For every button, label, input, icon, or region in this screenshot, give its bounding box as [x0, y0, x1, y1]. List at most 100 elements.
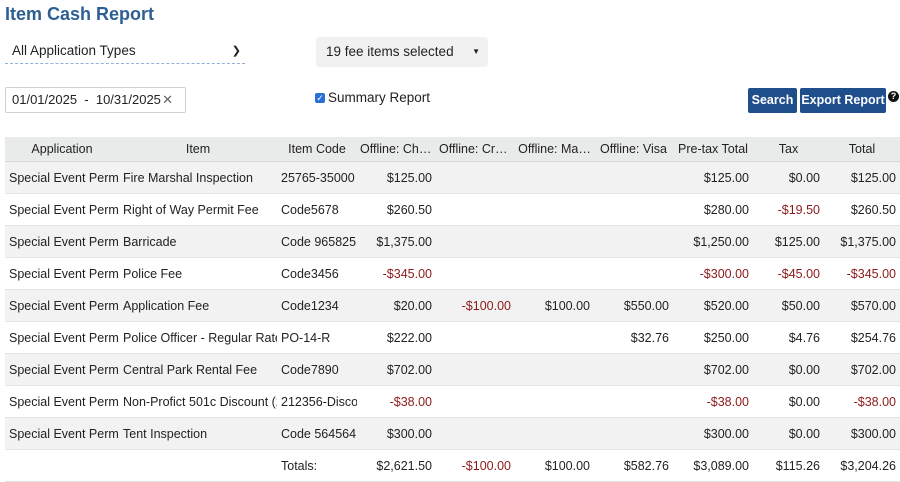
column-header[interactable]: Item Code [277, 137, 357, 162]
table-cell: $300.00 [824, 417, 900, 450]
table-body: Special Event Permit Fire Marshal Inspect… [5, 161, 900, 482]
table-row: Special Event Permit Central Park Rental … [5, 353, 900, 386]
table-cell: $20.00 [357, 289, 436, 322]
table-row: Special Event Permit Police Officer - Reg… [5, 321, 900, 354]
table-cell: $1,375.00 [824, 225, 900, 258]
date-range-input[interactable]: 01/01/2025 - 10/31/2025 ✕ [5, 87, 186, 113]
table-cell: $550.00 [594, 289, 673, 322]
totals-cell: $3,204.26 [824, 449, 900, 482]
table-cell: $0.00 [753, 161, 824, 194]
table-cell [436, 417, 515, 450]
table-cell [515, 257, 594, 290]
totals-cell: $100.00 [515, 449, 594, 482]
table-cell: $254.76 [824, 321, 900, 354]
table-cell: Police Officer - Regular Rate [119, 321, 277, 354]
table-cell: Code5678 [277, 193, 357, 226]
table-cell [436, 385, 515, 418]
totals-cell [119, 449, 277, 482]
table-header-row: Application Item Item Code Offline: Che…… [5, 137, 900, 162]
table-cell: -$38.00 [824, 385, 900, 418]
column-header[interactable]: Item [119, 137, 277, 162]
table-cell: Code 564564 [277, 417, 357, 450]
table-cell: $125.00 [357, 161, 436, 194]
table-cell: Special Event Permit [5, 257, 119, 290]
totals-cell [5, 449, 119, 482]
table-cell: $520.00 [673, 289, 753, 322]
totals-cell: $115.26 [753, 449, 824, 482]
table-cell: Special Event Permit [5, 385, 119, 418]
table-cell [436, 353, 515, 386]
table-cell: $702.00 [673, 353, 753, 386]
table-cell [594, 257, 673, 290]
table-cell: Special Event Permit [5, 321, 119, 354]
table-cell [515, 225, 594, 258]
chevron-down-icon: ❯ [231, 45, 241, 57]
table-cell: $0.00 [753, 353, 824, 386]
table-cell: -$19.50 [753, 193, 824, 226]
column-header[interactable]: Offline: Che… [357, 137, 436, 162]
totals-cell: $582.76 [594, 449, 673, 482]
table-cell [594, 161, 673, 194]
column-header[interactable]: Total [824, 137, 900, 162]
totals-cell: $2,621.50 [357, 449, 436, 482]
column-header[interactable]: Application [5, 137, 119, 162]
table-cell: $300.00 [673, 417, 753, 450]
table-cell: Tent Inspection [119, 417, 277, 450]
table-cell [436, 193, 515, 226]
application-type-value: All Application Types [12, 43, 136, 58]
column-header[interactable]: Tax [753, 137, 824, 162]
table-cell: $260.50 [357, 193, 436, 226]
column-header[interactable]: Pre-tax Total [673, 137, 753, 162]
table-cell [436, 161, 515, 194]
search-button[interactable]: Search [748, 88, 797, 113]
fee-items-select[interactable]: 19 fee items selected ▼ [316, 37, 488, 67]
table-row: Special Event Permit Police Fee Code3456 -$… [5, 257, 900, 290]
table-cell: Fire Marshal Inspection [119, 161, 277, 194]
table-cell: Special Event Permit [5, 225, 119, 258]
table-cell: $1,250.00 [673, 225, 753, 258]
caret-down-icon: ▼ [472, 47, 480, 56]
clear-icon[interactable]: ✕ [162, 92, 173, 107]
table-row: Special Event Permit Right of Way Permit … [5, 193, 900, 226]
table-cell: -$345.00 [357, 257, 436, 290]
table-cell: Code7890 [277, 353, 357, 386]
table-cell [515, 161, 594, 194]
table-cell: Special Event Permit [5, 161, 119, 194]
item-cash-table: Application Item Item Code Offline: Che…… [5, 137, 900, 482]
table-cell: Central Park Rental Fee [119, 353, 277, 386]
checkbox-checked-icon[interactable]: ✓ [315, 93, 325, 103]
column-header[interactable]: Offline: Cre… [436, 137, 515, 162]
table-cell: Police Fee [119, 257, 277, 290]
application-type-select[interactable]: All Application Types ❯ [5, 38, 245, 64]
date-range-value: 01/01/2025 - 10/31/2025 [12, 92, 161, 107]
summary-report-checkbox[interactable]: ✓ Summary Report [315, 90, 430, 105]
table-cell: $280.00 [673, 193, 753, 226]
table-cell: Code1234 [277, 289, 357, 322]
table-cell: Barricade [119, 225, 277, 258]
column-header[interactable]: Offline: Ma… [515, 137, 594, 162]
export-report-button[interactable]: Export Report [800, 88, 886, 113]
table-cell: $1,375.00 [357, 225, 436, 258]
table-row: Special Event Permit Application Fee Code1… [5, 289, 900, 322]
table-cell [436, 257, 515, 290]
column-header[interactable]: Offline: Visa [594, 137, 673, 162]
totals-cell: $3,089.00 [673, 449, 753, 482]
table-cell: $0.00 [753, 385, 824, 418]
table-cell [515, 353, 594, 386]
table-cell [515, 193, 594, 226]
table-row: Special Event Permit Tent Inspection Code … [5, 417, 900, 450]
table-cell: Special Event Permit [5, 289, 119, 322]
table-cell [515, 417, 594, 450]
table-cell: $32.76 [594, 321, 673, 354]
table-cell: PO-14-R [277, 321, 357, 354]
table-cell: $125.00 [673, 161, 753, 194]
table-cell: $4.76 [753, 321, 824, 354]
totals-row: Totals: $2,621.50 -$100.00 $100.00 $582.76 $3… [5, 449, 900, 482]
table-cell: $300.00 [357, 417, 436, 450]
help-icon[interactable]: ? [888, 91, 899, 102]
totals-cell: Totals: [277, 449, 357, 482]
table-cell: $702.00 [824, 353, 900, 386]
table-row: Special Event Permit Non-Profict 501c Dis… [5, 385, 900, 418]
table-cell: $125.00 [753, 225, 824, 258]
table-cell: Code 965825 [277, 225, 357, 258]
